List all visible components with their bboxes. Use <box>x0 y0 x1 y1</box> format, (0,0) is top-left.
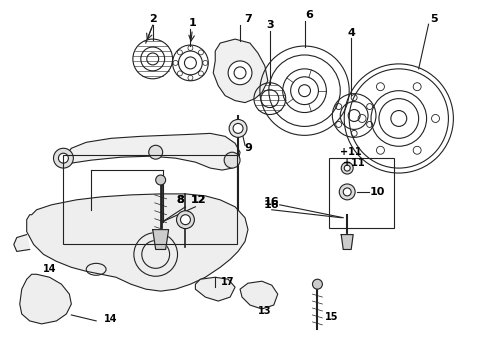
Text: 10: 10 <box>369 187 385 197</box>
Polygon shape <box>61 133 240 170</box>
Text: 4: 4 <box>347 28 355 38</box>
Text: 16: 16 <box>264 197 280 207</box>
Text: +11: +11 <box>343 158 365 168</box>
Polygon shape <box>240 281 278 309</box>
Circle shape <box>234 67 246 79</box>
Circle shape <box>176 211 195 229</box>
Text: 14: 14 <box>104 314 118 324</box>
Text: 16: 16 <box>264 200 280 210</box>
Circle shape <box>344 165 350 171</box>
Text: 3: 3 <box>266 20 273 30</box>
Text: 12: 12 <box>191 195 206 205</box>
Circle shape <box>228 61 252 85</box>
Polygon shape <box>14 235 30 251</box>
Circle shape <box>53 148 74 168</box>
Text: 1: 1 <box>189 18 196 28</box>
Polygon shape <box>341 235 353 249</box>
Bar <box>329 158 394 228</box>
Text: 2: 2 <box>149 14 157 24</box>
Polygon shape <box>26 194 248 291</box>
Circle shape <box>339 184 355 200</box>
Text: 9: 9 <box>244 143 252 153</box>
Text: 8: 8 <box>176 195 184 205</box>
Circle shape <box>149 145 163 159</box>
Text: 15: 15 <box>324 312 338 322</box>
Text: +11: +11 <box>341 147 362 157</box>
Text: 8: 8 <box>176 195 184 205</box>
Circle shape <box>341 162 353 174</box>
Circle shape <box>58 153 69 163</box>
Text: 14: 14 <box>43 264 56 274</box>
Text: 13: 13 <box>258 306 271 316</box>
Text: 6: 6 <box>306 10 314 20</box>
Circle shape <box>224 152 240 168</box>
Polygon shape <box>196 277 235 301</box>
Circle shape <box>156 175 166 185</box>
Circle shape <box>313 279 322 289</box>
Text: 7: 7 <box>244 14 252 24</box>
Circle shape <box>233 123 243 133</box>
Bar <box>63 155 237 244</box>
Text: 12: 12 <box>191 195 206 205</box>
Text: 17: 17 <box>221 277 235 287</box>
Polygon shape <box>213 39 268 103</box>
Polygon shape <box>153 230 169 249</box>
Circle shape <box>229 120 247 137</box>
Circle shape <box>343 188 351 196</box>
Text: 5: 5 <box>430 14 438 24</box>
Circle shape <box>180 215 191 225</box>
Polygon shape <box>20 274 72 324</box>
